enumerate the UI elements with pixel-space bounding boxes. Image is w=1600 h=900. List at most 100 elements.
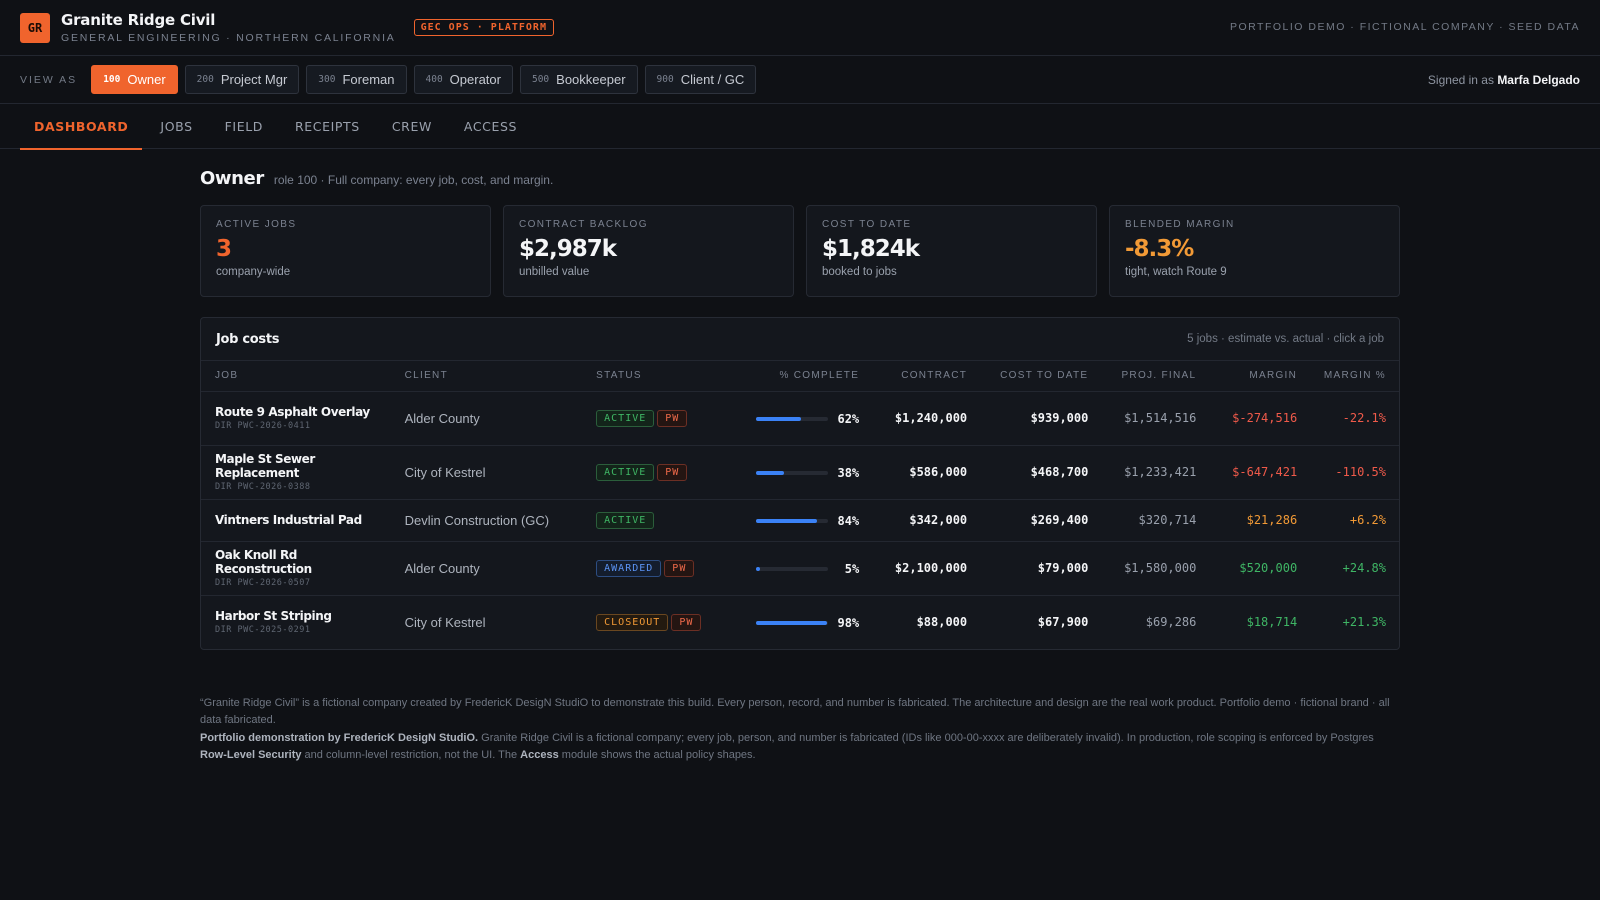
table-row[interactable]: Maple St Sewer Replacement DIR PWC-2026-0… [201,445,1399,500]
job-id: DIR PWC-2026-0388 [215,482,311,492]
role-label: Operator [449,72,501,87]
job-name[interactable]: Vintners Industrial Pad [215,513,362,527]
margin-percent-cell: +21.3% [1342,615,1386,630]
kpi-label: Active jobs [216,219,297,230]
progress-bar-fill [756,471,784,475]
role-code: 500 [531,74,550,85]
status-badge: AWARDED [596,559,662,577]
margin-percent-cell: +24.8% [1303,541,1399,596]
kpi-subtext: unbilled value [519,266,590,278]
job-name[interactable]: Maple St Sewer Replacement [215,452,315,480]
margin-cell: $-274,516 [1202,391,1304,446]
page-description: role 100 · Full company: every job, cost… [273,173,554,187]
table-header-row: Job Client Status% Complete Contract Cost to… [201,361,1399,392]
margin-cell: $21,286 [1202,499,1304,542]
kpi-value: $2,987k [519,236,617,262]
signed-in-prefix: Signed in as [1427,73,1494,87]
job-id: DIR PWC-2026-0507 [215,578,311,588]
margin-percent-cell: -110.5% [1303,445,1399,500]
kpi-card-blended-margin: Blended margin -8.3% tight, watch Route 9 [1109,205,1400,297]
cost-to-date-cell: $67,900 [1037,615,1089,630]
footer-note: Portfolio demonstration by FredericK Des… [200,730,1400,764]
footer: “Granite Ridge Civil” is a fictional com… [200,695,1400,764]
job-cell: Oak Knoll Rd Reconstruction DIR PWC-2026-… [201,541,399,596]
margin-cell: $520,000 [1202,541,1304,596]
role-button-operator[interactable]: 400 Operator [413,65,513,94]
job-name[interactable]: Oak Knoll Rd Reconstruction [215,548,312,576]
demo-notice: Portfolio demo · Fictional company · See… [1229,21,1580,33]
page-title: Owner [200,168,264,189]
kpi-label: Cost to date [822,219,912,230]
table-row[interactable]: Vintners Industrial Pad Devlin Constructi… [201,499,1399,542]
kpi-subtext: company-wide [216,266,291,278]
margin-cell: $18,714 [1246,615,1298,630]
footer-rls: Row-Level Security [200,749,302,761]
kpi-subtext: booked to jobs [822,266,897,278]
footer-note-text: Granite Ridge Civil is a fictional compa… [478,732,1374,744]
role-code: 100 [103,74,121,85]
margin-cell: $-647,421 [1202,445,1304,500]
prevailing-wage-badge: PW [657,463,688,481]
job-costs-meta: 5 jobs · estimate vs. actual · click a j… [1187,333,1384,345]
table-row[interactable]: Harbor St Striping DIR PWC-2025-0291 City … [201,595,1399,649]
tab-crew[interactable]: CREW [391,119,432,134]
role-code: 900 [656,74,674,85]
page-header: Owner role 100 · Full company: every job… [200,168,1400,189]
brand-name: Granite Ridge Civil [61,11,216,29]
prevailing-wage-badge: PW [671,613,702,631]
percent-complete-cell: 38% [742,445,866,500]
progress-bar [756,417,829,421]
column-header-margin: Margin [1202,361,1304,392]
progress: 84% [756,514,859,528]
job-name[interactable]: Harbor St Striping [215,609,332,624]
percent-complete-value: 62% [837,412,860,426]
table-row[interactable]: Route 9 Asphalt Overlay DIR PWC-2026-0411… [201,391,1399,446]
table-row[interactable]: Oak Knoll Rd Reconstruction DIR PWC-2026-… [201,541,1399,596]
progress-bar-fill [756,567,760,571]
projected-final-cell: $69,286 [1145,615,1197,630]
progress: 98% [756,616,859,630]
job-id: DIR PWC-2026-0411 [215,421,311,431]
signed-in-status: Signed in as Marfa Delgado [1428,73,1580,87]
cost-to-date-cell: $468,700 [973,445,1095,500]
tab-jobs[interactable]: JOBS [160,119,193,134]
role-button-project-mgr[interactable]: 200 Project Mgr [184,65,300,94]
kpi-row: Active jobs 3 company-wide Contract backlog… [200,205,1400,297]
status-badge: CLOSEOUT [596,613,669,631]
tab-field[interactable]: FIELD [224,119,264,134]
percent-complete-cell: 62% [742,391,866,446]
percent-complete-cell: 5% [742,541,866,596]
view-as-label: VIEW AS [20,73,78,86]
status-cell: CLOSEOUT PW [590,595,743,649]
progress: 38% [756,466,859,480]
client-cell: Alder County [398,541,591,596]
tab-access[interactable]: ACCESS [463,119,518,134]
percent-complete-cell: 84% [742,499,866,542]
progress-bar [756,519,829,523]
role-button-client-gc[interactable]: 900 Client / GC [644,65,757,94]
footer-note-text3: module shows the actual policy shapes. [558,749,756,761]
job-name[interactable]: Route 9 Asphalt Overlay [215,405,370,419]
kpi-value: $1,824k [822,236,920,262]
platform-badge: GEC OPS · PLATFORM [413,19,554,36]
tab-receipts[interactable]: RECEIPTS [295,119,360,134]
percent-complete-value: 5% [844,562,860,576]
kpi-value: 3 [216,236,232,262]
margin-percent-cell: -22.1% [1303,391,1399,446]
progress-bar-fill [756,621,827,626]
role-button-foreman[interactable]: 300 Foreman [306,65,407,94]
status-badge: ACTIVE [596,463,655,481]
contract-cell: $1,240,000 [865,391,974,446]
kpi-label: Contract backlog [519,219,648,230]
role-button-bookkeeper[interactable]: 500 Bookkeeper [519,65,638,94]
cost-to-date-cell: $939,000 [973,391,1095,446]
tab-dashboard[interactable]: DASHBOARD [20,104,143,150]
percent-complete-value: 38% [837,466,860,480]
client-cell: City of Kestrel [404,614,486,630]
projected-final-cell: $1,514,516 [1094,391,1203,446]
column-header-status: Status [590,361,743,392]
status-cell: ACTIVE PW [590,391,743,446]
company-logo: GR [20,12,50,43]
role-button-owner[interactable]: 100 Owner [91,65,178,94]
column-header-job: Job [201,361,399,392]
